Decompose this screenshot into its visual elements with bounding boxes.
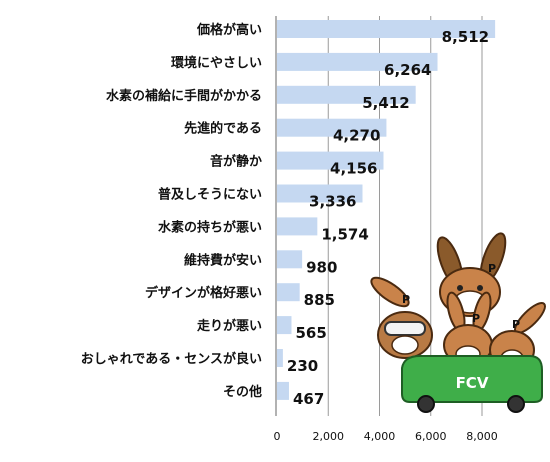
bar [277,151,384,170]
bar [277,184,363,203]
value-label: 5,412 [362,94,409,112]
mascot-letter: P [472,312,480,325]
rabbit-muzzle [391,335,419,355]
value-label: 3,336 [309,193,356,211]
category-labels: 価格が高い環境にやさしい水素の補給に手間がかかる先進的である音が静か普及しそうに… [81,22,262,400]
value-labels: 8,512 6,264 5,412 4,270 4,156 3,336 1,574 980 88… [287,28,489,408]
rabbit-eye [477,285,483,291]
fcv-mascot-illustration: P P P P FCV [370,232,546,413]
x-tick-label: 6,000 [415,430,447,443]
value-label: 565 [295,324,326,342]
category-label: 水素の補給に手間がかかる [106,88,262,104]
bar [277,316,292,335]
car-wheel [417,395,435,413]
value-label: 8,512 [442,28,489,46]
bar [277,217,318,236]
category-label: 先進的である [184,121,262,137]
value-label: 980 [306,258,337,276]
x-tick-labels: 0 2,000 4,000 6,000 8,000 [274,430,498,443]
bar [277,349,283,367]
category-label: 価格が高い [196,22,262,38]
bars [277,20,496,400]
rabbit-eye [457,285,463,291]
car-fcv-text: FCV [456,374,489,392]
bar [277,118,387,137]
value-label: 467 [293,390,324,408]
value-label: 4,270 [333,127,380,145]
category-label: おしゃれである・センスが良い [81,351,262,367]
category-label: デザインが格好悪い [145,285,262,301]
rabbit-goggles [384,321,426,336]
bar [277,52,438,71]
value-label: 4,156 [330,160,377,178]
value-label: 230 [287,357,318,375]
x-tick-label: 0 [274,430,281,443]
x-tick-label: 4,000 [364,430,396,443]
category-label: 水素の持ちが悪い [158,219,262,235]
category-label: 環境にやさしい [171,55,262,71]
car-wheel [507,395,525,413]
category-label: 走りが悪い [197,318,262,334]
bar [277,85,416,104]
value-label: 1,574 [321,225,368,243]
rabbit-ear [370,276,410,308]
bar [277,20,496,38]
category-label: 維持費が安い [184,252,262,268]
x-tick-label: 8,000 [466,430,498,443]
category-label: 普及しそうにない [158,187,262,203]
bar [277,381,289,400]
category-label: 音が静か [210,154,262,170]
value-label: 885 [304,291,335,309]
mascot-letter: P [488,262,496,275]
mascot-letter: P [402,293,410,306]
x-tick-label: 2,000 [313,430,345,443]
mascot-letter: P [512,318,520,331]
category-label: その他 [223,384,262,400]
fcv-car-body [401,355,543,403]
bar [277,250,303,269]
value-label: 6,264 [384,61,431,79]
bar [277,283,300,302]
